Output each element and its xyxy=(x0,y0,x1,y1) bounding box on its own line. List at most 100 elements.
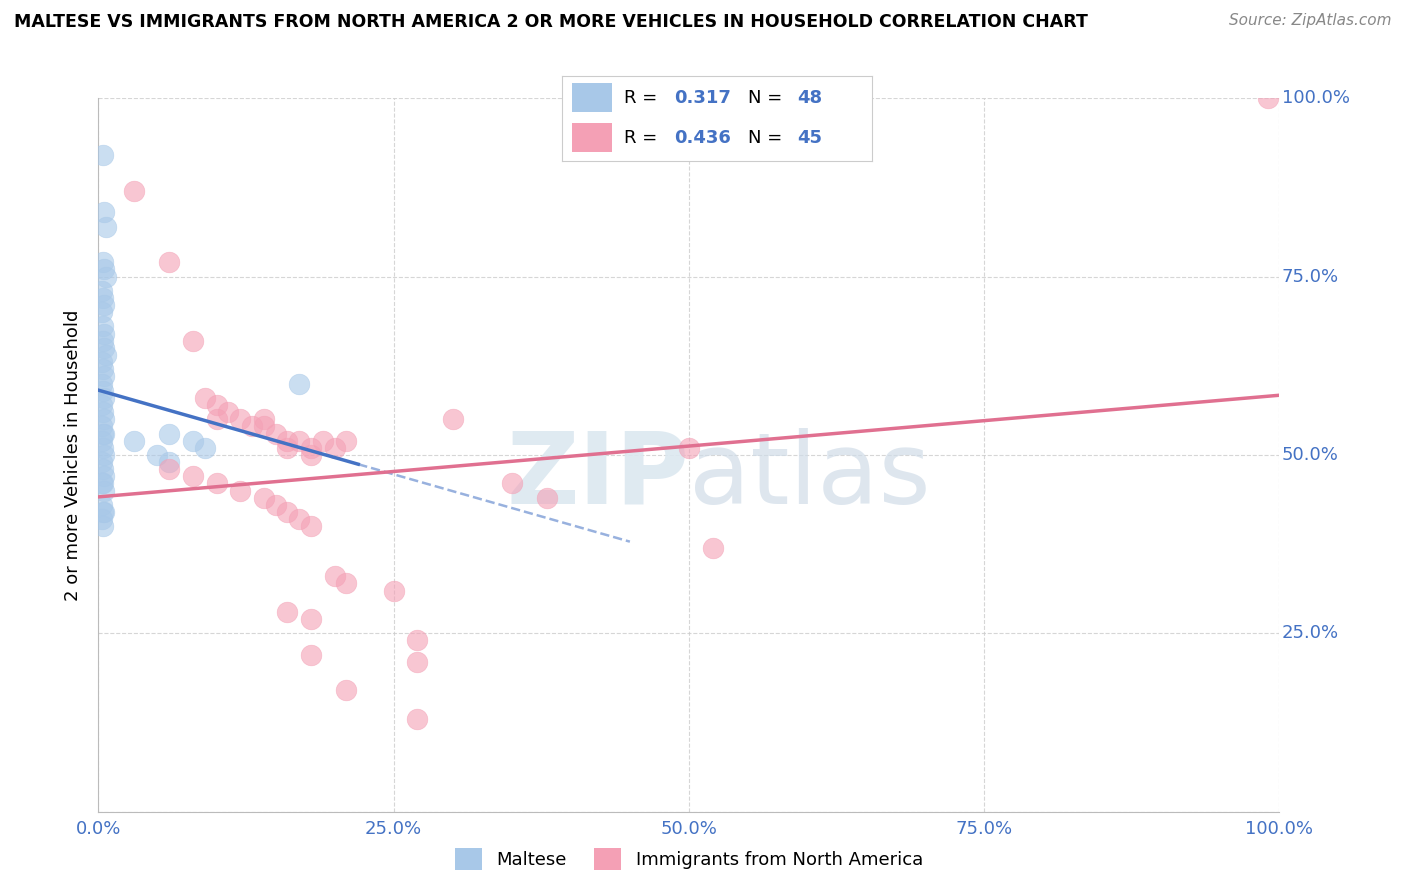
Point xyxy=(240,419,263,434)
Point xyxy=(91,255,114,269)
Text: 45: 45 xyxy=(797,128,823,146)
Point xyxy=(217,405,239,419)
Point xyxy=(94,348,117,362)
Legend: Maltese, Immigrants from North America: Maltese, Immigrants from North America xyxy=(456,848,922,871)
Point xyxy=(276,441,298,455)
Point xyxy=(91,405,114,419)
Point xyxy=(288,434,311,448)
Text: N =: N = xyxy=(748,128,787,146)
Point xyxy=(91,441,114,455)
Point xyxy=(91,305,114,319)
Point xyxy=(157,255,180,269)
Point xyxy=(122,434,145,448)
Point xyxy=(181,469,204,483)
Point xyxy=(181,434,204,448)
Point xyxy=(229,412,252,426)
Point xyxy=(288,512,311,526)
Point xyxy=(312,434,335,448)
Y-axis label: 2 or more Vehicles in Household: 2 or more Vehicles in Household xyxy=(65,310,83,600)
Point xyxy=(441,412,464,426)
Point xyxy=(91,476,114,491)
Point xyxy=(205,476,228,491)
Point xyxy=(94,219,117,234)
Point xyxy=(299,648,322,662)
Text: Source: ZipAtlas.com: Source: ZipAtlas.com xyxy=(1229,13,1392,29)
Bar xyxy=(572,84,612,112)
Point xyxy=(91,434,114,448)
Text: R =: R = xyxy=(624,89,664,107)
Point xyxy=(536,491,558,505)
Point xyxy=(253,491,276,505)
Point xyxy=(91,419,114,434)
Point xyxy=(93,298,115,312)
Point xyxy=(157,426,180,441)
Point xyxy=(91,519,114,533)
Point xyxy=(501,476,523,491)
Point xyxy=(93,412,115,426)
Point xyxy=(91,376,114,391)
Point xyxy=(91,362,114,376)
Point xyxy=(205,412,228,426)
Point xyxy=(406,633,429,648)
Point xyxy=(93,205,115,219)
Point xyxy=(91,355,114,369)
Point xyxy=(91,334,114,348)
Point xyxy=(323,569,346,583)
Point xyxy=(181,334,204,348)
Text: R =: R = xyxy=(624,128,664,146)
Point xyxy=(91,455,114,469)
Point xyxy=(91,148,114,162)
Point xyxy=(157,455,180,469)
Point xyxy=(93,448,115,462)
Point xyxy=(702,541,724,555)
Point xyxy=(93,505,115,519)
Text: 0.436: 0.436 xyxy=(673,128,731,146)
Point xyxy=(146,448,169,462)
Point xyxy=(205,398,228,412)
Point xyxy=(299,519,322,533)
Point xyxy=(94,269,117,284)
Point xyxy=(91,398,114,412)
Point xyxy=(93,469,115,483)
Text: atlas: atlas xyxy=(689,428,931,524)
Point xyxy=(91,476,114,491)
Text: 48: 48 xyxy=(797,89,823,107)
Point xyxy=(93,483,115,498)
Point xyxy=(122,184,145,198)
Point xyxy=(91,462,114,476)
Point xyxy=(157,462,180,476)
Point xyxy=(382,583,405,598)
Point xyxy=(91,505,114,519)
Point xyxy=(288,376,311,391)
Point xyxy=(299,448,322,462)
Text: N =: N = xyxy=(748,89,787,107)
Point xyxy=(264,498,287,512)
Point xyxy=(91,384,114,398)
Point xyxy=(93,426,115,441)
Point xyxy=(299,612,322,626)
Point xyxy=(276,505,298,519)
Point xyxy=(1257,91,1279,105)
Text: 50.0%: 50.0% xyxy=(1282,446,1339,464)
Point xyxy=(93,369,115,384)
Point xyxy=(678,441,700,455)
Point xyxy=(264,426,287,441)
Point xyxy=(335,434,357,448)
Point xyxy=(93,326,115,341)
Text: ZIP: ZIP xyxy=(506,428,689,524)
Point xyxy=(91,284,114,298)
Point xyxy=(91,319,114,334)
Point xyxy=(335,683,357,698)
Point xyxy=(93,391,115,405)
Point xyxy=(253,419,276,434)
Point xyxy=(276,434,298,448)
Point xyxy=(299,441,322,455)
Point xyxy=(335,576,357,591)
Text: 75.0%: 75.0% xyxy=(1282,268,1339,285)
Point xyxy=(93,262,115,277)
Point xyxy=(91,498,114,512)
Point xyxy=(91,291,114,305)
Text: 25.0%: 25.0% xyxy=(1282,624,1339,642)
Text: 100.0%: 100.0% xyxy=(1282,89,1350,107)
Text: MALTESE VS IMMIGRANTS FROM NORTH AMERICA 2 OR MORE VEHICLES IN HOUSEHOLD CORRELA: MALTESE VS IMMIGRANTS FROM NORTH AMERICA… xyxy=(14,13,1088,31)
